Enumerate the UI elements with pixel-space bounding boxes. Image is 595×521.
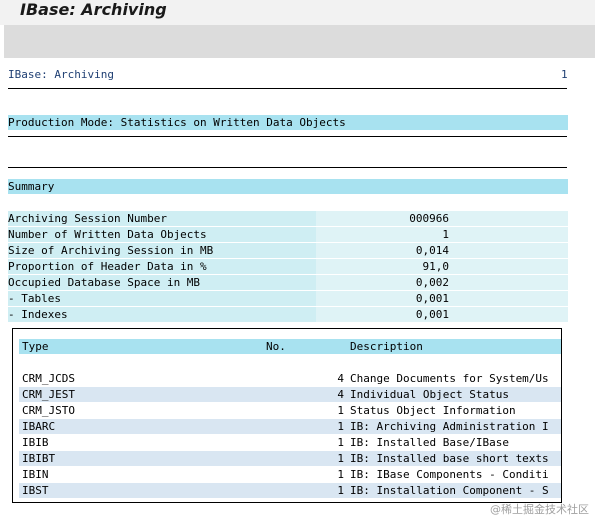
stat-value: 1 bbox=[442, 228, 449, 241]
cell-type: IBIBT bbox=[22, 452, 56, 465]
table-row: IBIBT 1 IB: Installed base short texts bbox=[19, 451, 561, 466]
cell-description: IB: Installed Base/IBase bbox=[350, 436, 509, 449]
page-number: 1 bbox=[561, 68, 568, 81]
title-bar: IBase: Archiving bbox=[0, 0, 595, 25]
mode-line: Production Mode: Statistics on Written D… bbox=[8, 116, 346, 129]
cell-description: IB: Archiving Administration I bbox=[350, 420, 549, 433]
stat-value: 000966 bbox=[409, 212, 449, 225]
stat-value-bg bbox=[316, 211, 568, 226]
table-row: CRM_JCDS 4 Change Documents for System/Us bbox=[19, 371, 561, 386]
divider bbox=[8, 167, 567, 168]
stat-label-bg bbox=[8, 227, 316, 242]
table-row: CRM_JSTO 1 Status Object Information bbox=[19, 403, 561, 418]
stat-label: - Tables bbox=[8, 292, 61, 305]
cell-no: 4 bbox=[337, 372, 344, 385]
table-row: IBST 1 IB: Installation Component - S bbox=[19, 483, 561, 498]
stat-value: 91,0 bbox=[422, 260, 450, 273]
stat-value-bg bbox=[316, 275, 568, 290]
stat-label-bg bbox=[8, 259, 316, 274]
stat-value-bg bbox=[316, 291, 568, 306]
table-header-band bbox=[19, 339, 561, 354]
cell-no: 1 bbox=[337, 484, 344, 497]
report-header-title: IBase: Archiving bbox=[8, 68, 114, 81]
cell-description: Change Documents for System/Us bbox=[350, 372, 549, 385]
col-header-description: Description bbox=[350, 340, 423, 353]
divider bbox=[8, 136, 567, 137]
cell-description: Status Object Information bbox=[350, 404, 516, 417]
stat-value: 0,001 bbox=[415, 292, 449, 305]
watermark: @稀土掘金技术社区 bbox=[490, 503, 589, 516]
stat-value: 0,001 bbox=[415, 308, 449, 321]
col-header-no: No. bbox=[266, 340, 286, 353]
object-table: Type No. Description CRM_JCDS 4 Change Doc… bbox=[12, 328, 562, 503]
window-title: IBase: Archiving bbox=[20, 0, 167, 19]
cell-no: 1 bbox=[337, 468, 344, 481]
cell-description: IB: IBase Components - Conditi bbox=[350, 468, 549, 481]
col-header-type: Type bbox=[22, 340, 49, 353]
stat-label-bg bbox=[8, 291, 316, 306]
stat-label-bg bbox=[8, 275, 316, 290]
cell-description: IB: Installation Component - S bbox=[350, 484, 549, 497]
cell-description: Individual Object Status bbox=[350, 388, 509, 401]
cell-no: 1 bbox=[337, 404, 344, 417]
stat-label-bg bbox=[8, 243, 316, 258]
cell-description: IB: Installed base short texts bbox=[350, 452, 549, 465]
table-row: IBARC 1 IB: Archiving Administration I bbox=[19, 419, 561, 434]
stat-value-bg bbox=[316, 307, 568, 322]
table-row: CRM_JEST 4 Individual Object Status bbox=[19, 387, 561, 402]
cell-no: 1 bbox=[337, 436, 344, 449]
stat-value: 0,014 bbox=[415, 244, 449, 257]
stat-label-bg bbox=[8, 307, 316, 322]
cell-type: CRM_JCDS bbox=[22, 372, 75, 385]
cell-no: 4 bbox=[337, 388, 344, 401]
table-row: IBIN 1 IB: IBase Components - Conditi bbox=[19, 467, 561, 482]
cell-type: IBST bbox=[22, 484, 49, 497]
divider bbox=[8, 88, 567, 89]
cell-no: 1 bbox=[337, 420, 344, 433]
stat-value: 0,002 bbox=[415, 276, 449, 289]
toolbar bbox=[4, 25, 595, 58]
cell-type: IBIB bbox=[22, 436, 49, 449]
stat-value-bg bbox=[316, 259, 568, 274]
cell-type: CRM_JSTO bbox=[22, 404, 75, 417]
stat-label: Size of Archiving Session in MB bbox=[8, 244, 214, 257]
summary-label: Summary bbox=[8, 180, 55, 193]
summary-band bbox=[8, 179, 568, 194]
stat-label: Occupied Database Space in MB bbox=[8, 276, 201, 289]
stat-label: - Indexes bbox=[8, 308, 68, 321]
stat-label: Number of Written Data Objects bbox=[8, 228, 207, 241]
cell-type: IBARC bbox=[22, 420, 56, 433]
cell-no: 1 bbox=[337, 452, 344, 465]
cell-type: IBIN bbox=[22, 468, 49, 481]
stat-value-bg bbox=[316, 243, 568, 258]
stat-label: Proportion of Header Data in % bbox=[8, 260, 207, 273]
stat-value-bg bbox=[316, 227, 568, 242]
mode-band bbox=[8, 115, 568, 130]
table-row: IBIB 1 IB: Installed Base/IBase bbox=[19, 435, 561, 450]
cell-type: CRM_JEST bbox=[22, 388, 75, 401]
stat-label-bg bbox=[8, 211, 316, 226]
stat-label: Archiving Session Number bbox=[8, 212, 167, 225]
